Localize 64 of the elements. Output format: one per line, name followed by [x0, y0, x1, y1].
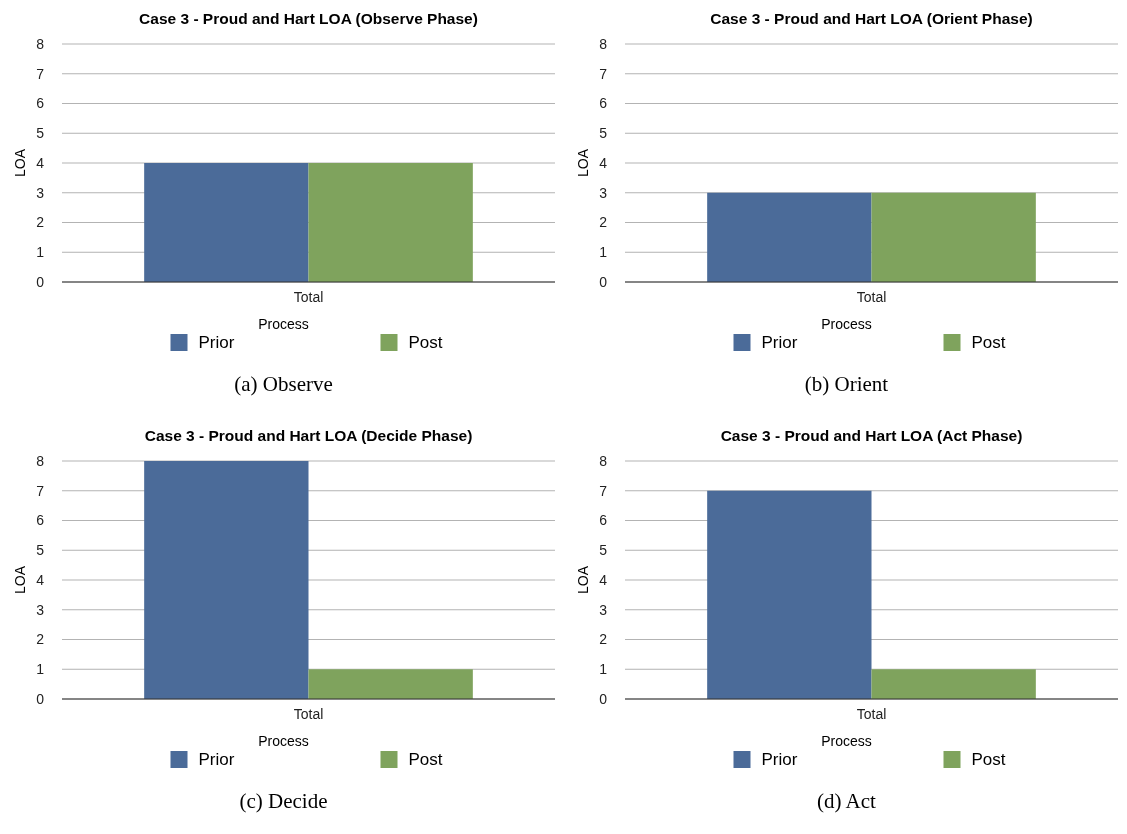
- text: (a) Observe: [234, 372, 333, 396]
- y-tick-label: 0: [599, 690, 608, 707]
- x-axis-title: Process: [258, 733, 309, 749]
- text: (b) Orient: [804, 372, 889, 396]
- chart-title: Case 3 - Proud and Hart LOA (Decide Phase): [144, 427, 473, 444]
- x-axis-title: Process: [258, 316, 309, 332]
- y-tick-label: 4: [599, 154, 608, 171]
- y-tick-label: 7: [36, 65, 45, 82]
- chart-title: Case 3 - Proud and Hart LOA (Act Phase): [720, 427, 1023, 444]
- legend-label: Prior: [198, 750, 235, 769]
- y-axis-title: LOA: [12, 565, 28, 595]
- y-tick-label: 2: [599, 631, 608, 648]
- y-axis-title: LOA: [575, 148, 591, 178]
- chart-title: Case 3 - Proud and Hart LOA (Observe Phase): [139, 10, 478, 27]
- y-tick-label: 8: [36, 452, 45, 469]
- y-tick-label: 4: [599, 571, 608, 588]
- y-tick-label: 3: [36, 601, 45, 618]
- y-tick-label: 4: [36, 154, 45, 171]
- y-tick-label: 2: [36, 631, 45, 648]
- y-tick-label: 5: [36, 125, 45, 142]
- text: (d) Act: [817, 789, 877, 813]
- x-axis-title: Process: [821, 733, 872, 749]
- y-tick-label: 0: [599, 273, 608, 290]
- x-tick-label: Total: [293, 288, 324, 305]
- y-tick-label: 6: [36, 95, 45, 112]
- y-tick-label: 1: [36, 244, 45, 261]
- y-tick-label: 7: [599, 482, 608, 499]
- y-tick-label: 2: [36, 214, 45, 231]
- y-tick-label: 6: [599, 95, 608, 112]
- y-tick-label: 6: [36, 512, 45, 529]
- y-tick-label: 8: [599, 35, 608, 52]
- y-tick-label: 8: [36, 35, 45, 52]
- y-tick-label: 8: [599, 452, 608, 469]
- legend-label: Prior: [761, 750, 798, 769]
- legend-label: Post: [971, 750, 1006, 769]
- y-tick-label: 4: [36, 571, 45, 588]
- legend-label: Post: [408, 333, 443, 352]
- text: (c) Decide: [239, 789, 328, 813]
- y-axis-title: LOA: [575, 565, 591, 595]
- y-tick-label: 1: [599, 661, 608, 678]
- x-tick-label: Total: [856, 705, 887, 722]
- y-axis-title: LOA: [12, 148, 28, 178]
- legend-label: Prior: [761, 333, 798, 352]
- y-tick-label: 2: [599, 214, 608, 231]
- y-tick-label: 5: [36, 542, 45, 559]
- y-tick-label: 5: [599, 125, 608, 142]
- y-tick-label: 7: [36, 482, 45, 499]
- y-tick-label: 6: [599, 512, 608, 529]
- y-tick-label: 1: [36, 661, 45, 678]
- y-tick-label: 0: [36, 690, 45, 707]
- chart-title: Case 3 - Proud and Hart LOA (Orient Phase): [710, 10, 1033, 27]
- y-tick-label: 1: [599, 244, 608, 261]
- legend-label: Post: [408, 750, 443, 769]
- x-tick-label: Total: [856, 288, 887, 305]
- legend-label: Prior: [198, 333, 235, 352]
- x-tick-label: Total: [293, 705, 324, 722]
- y-tick-label: 5: [599, 542, 608, 559]
- y-tick-label: 7: [599, 65, 608, 82]
- legend-label: Post: [971, 333, 1006, 352]
- y-tick-label: 0: [36, 273, 45, 290]
- y-tick-label: 3: [599, 601, 608, 618]
- y-tick-label: 3: [36, 184, 45, 201]
- x-axis-title: Process: [821, 316, 872, 332]
- y-tick-label: 3: [599, 184, 608, 201]
